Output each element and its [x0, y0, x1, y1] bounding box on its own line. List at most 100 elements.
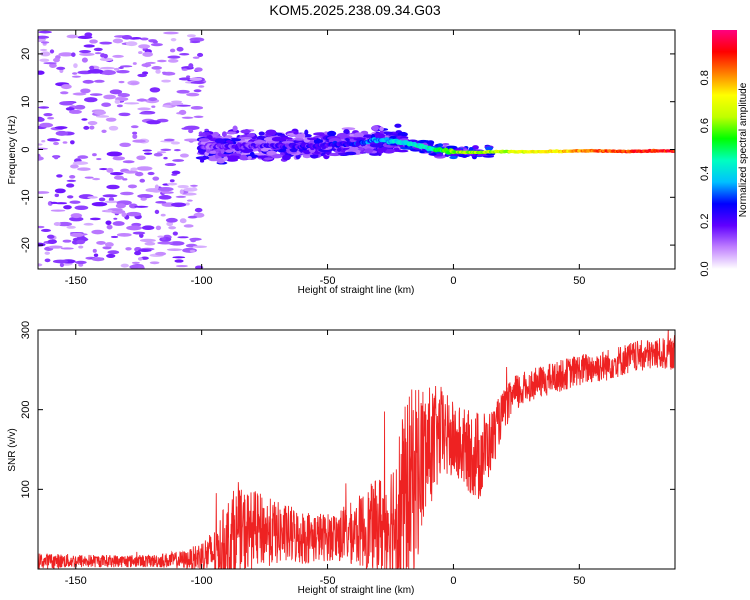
spectrogram-cell — [156, 59, 167, 63]
colorbar-tick-label: 0.0 — [699, 261, 711, 276]
spectrogram-cell — [143, 152, 153, 155]
spectrogram-cell — [112, 54, 124, 58]
colorbar-tick-label: 0.6 — [699, 118, 711, 133]
spectrogram-cell — [198, 138, 210, 142]
spectrogram-cell — [127, 184, 138, 189]
spectrogram-cell — [113, 175, 124, 180]
colorbar-gradient — [712, 30, 737, 269]
spectrogram-cell — [194, 207, 203, 213]
spectrogram-cell — [141, 225, 155, 231]
spectrogram-cell — [132, 131, 138, 135]
spectrogram-cell — [46, 234, 55, 239]
spectrogram-cell — [121, 212, 127, 218]
spectrogram-cell — [138, 248, 152, 252]
snr-y-label: SNR (v/v) — [7, 428, 18, 471]
spectrogram-cell — [113, 67, 120, 71]
spectrogram-cell — [154, 184, 159, 190]
spectrogram-cell — [166, 248, 183, 251]
spectrogram-cell — [91, 201, 108, 207]
y-tick-label: -10 — [20, 189, 32, 205]
spectrogram-cell — [136, 166, 153, 171]
spectrogram-cell — [181, 116, 194, 119]
spectrogram-cell — [353, 132, 364, 138]
spectrogram-cell — [120, 263, 129, 268]
spectrogram-cell — [220, 148, 225, 154]
spectrogram-cell — [294, 138, 305, 141]
spectrogram-cell — [169, 241, 185, 246]
spectrogram-cell — [41, 228, 51, 232]
spectrogram-cell — [206, 134, 213, 140]
spectrogram-cell — [112, 38, 123, 44]
spectrogram-cell — [271, 136, 284, 142]
spectrogram-cell — [188, 129, 194, 134]
spectrogram-cell — [157, 186, 174, 192]
spectrogram-cell — [41, 140, 46, 143]
chart-title: KOM5.2025.238.09.34.G03 — [269, 2, 440, 18]
spectrogram-cell — [183, 125, 200, 131]
spectrogram-y-axis: -20 -10 0 10 20 — [20, 48, 675, 253]
spectrogram-cell — [379, 126, 384, 132]
spectrogram-cell — [100, 70, 116, 76]
spectrogram-cell — [123, 170, 139, 174]
spectrogram-cell — [380, 146, 387, 152]
spectrogram-cell — [172, 159, 185, 162]
spectrogram-cell — [38, 156, 44, 161]
colorbar-tick-label: 0.2 — [699, 214, 711, 229]
spectrogram-cell — [69, 175, 76, 179]
spectrogram-cell — [179, 218, 187, 224]
spectrogram-cell — [137, 265, 145, 269]
spectrogram-cell — [87, 69, 104, 74]
spectrogram-cell — [59, 101, 74, 106]
spectrogram-cell — [137, 107, 151, 111]
snr-x-label: Height of straight line (km) — [298, 585, 415, 596]
spectrogram-cell — [183, 224, 194, 228]
spectrogram-cell — [60, 84, 72, 90]
spectrogram-cell — [76, 239, 86, 245]
spectrogram-cell — [189, 77, 203, 81]
spectrogram-cell — [171, 202, 187, 208]
spectrogram-cell — [221, 131, 227, 138]
spectrogram-cell — [264, 157, 274, 161]
x-tick-label: -150 — [65, 275, 87, 287]
spectrogram-cell — [170, 141, 181, 145]
spectrogram-cell — [54, 126, 68, 130]
spectrogram-ridge-cell — [672, 149, 675, 153]
spectrogram-cell — [78, 50, 92, 54]
spectrogram-cell — [437, 143, 443, 148]
spectrogram-cell — [94, 110, 106, 116]
spectrogram-cell — [108, 125, 119, 131]
spectrogram-cell — [187, 215, 198, 219]
spectrogram-cell — [164, 163, 177, 167]
spectrogram-cell — [70, 140, 75, 145]
spectrogram-cell — [119, 142, 132, 147]
spectrogram-cell — [104, 200, 118, 204]
spectrogram-cell — [102, 246, 112, 250]
spectrogram-cell — [84, 176, 94, 179]
spectrogram-cell — [304, 129, 309, 135]
spectrogram-cell — [83, 222, 94, 226]
spectrogram-cell — [176, 89, 190, 94]
spectrogram-cell — [170, 37, 177, 42]
spectrogram-cell — [57, 221, 72, 227]
spectrogram-cell — [78, 245, 84, 249]
spectrogram-cell — [151, 66, 163, 70]
spectrogram-cell — [468, 146, 474, 152]
spectrogram-cell — [40, 51, 51, 57]
x-tick-label: -50 — [320, 275, 336, 287]
x-tick-label: -100 — [191, 275, 213, 287]
spectrogram-cell — [148, 97, 158, 102]
spectrogram-cell — [482, 155, 495, 158]
spectrogram-cell — [98, 197, 106, 202]
spectrogram-cell — [263, 137, 274, 142]
spectrogram-cell — [189, 40, 201, 44]
spectrogram-cell — [116, 104, 123, 108]
x-tick-label: -50 — [320, 575, 336, 587]
spectrogram-cell — [122, 160, 135, 164]
spectrogram-cell — [138, 44, 151, 49]
spectrogram-cell — [91, 229, 105, 235]
spectrogram-cell — [119, 65, 133, 68]
spectrogram-cell — [192, 245, 208, 249]
spectrogram-cell — [190, 105, 204, 110]
spectrogram-cell — [225, 149, 234, 153]
spectrogram-cell — [116, 233, 132, 237]
